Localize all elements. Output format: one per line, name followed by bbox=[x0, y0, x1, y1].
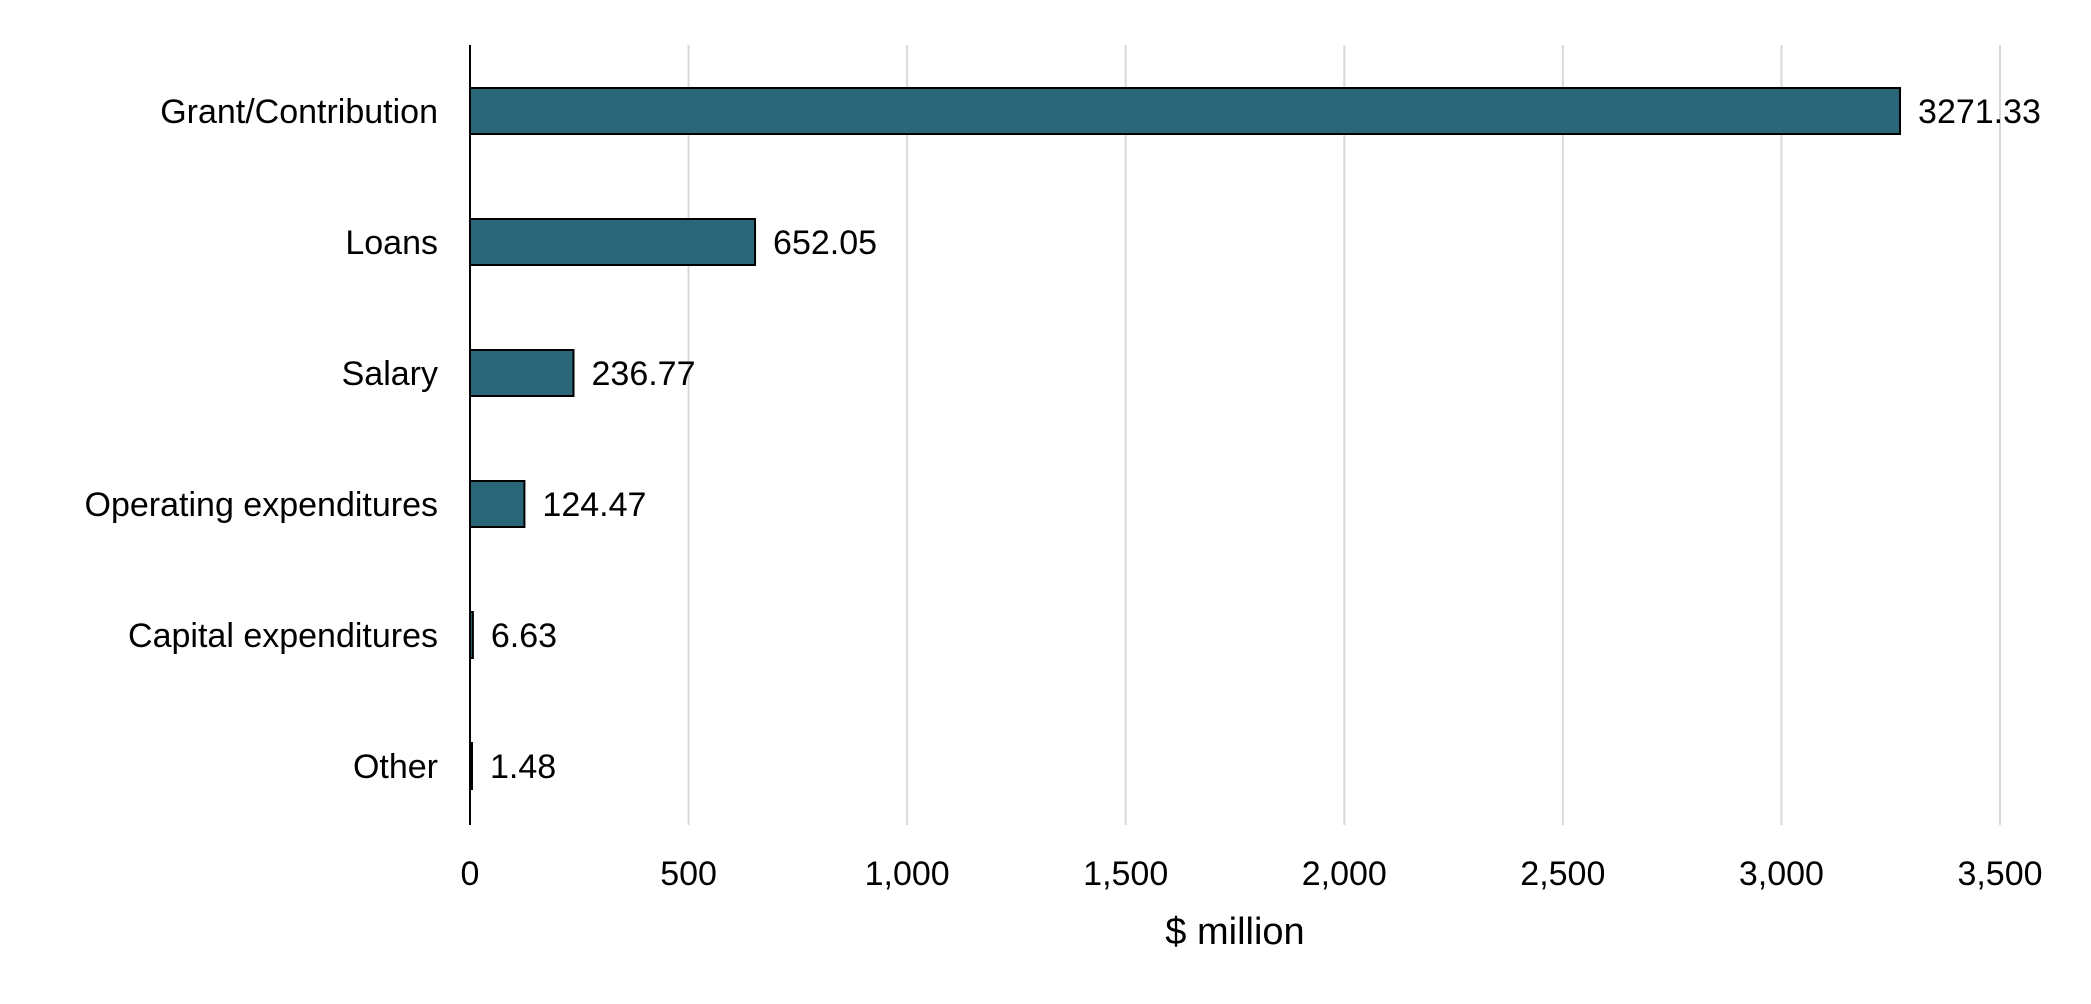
value-label: 6.63 bbox=[491, 617, 557, 655]
x-tick-label: 3,000 bbox=[1739, 855, 1824, 893]
bar bbox=[469, 349, 575, 397]
x-tick-labels: 0 500 1,000 1,500 2,000 2,500 3,000 3,500 bbox=[461, 855, 2043, 893]
category-labels: Grant/Contribution Loans Salary Operating e… bbox=[85, 93, 438, 786]
category-label: Salary bbox=[342, 355, 438, 393]
category-label: Other bbox=[353, 748, 438, 786]
category-label: Grant/Contribution bbox=[160, 93, 438, 131]
x-tick-label: 3,500 bbox=[1957, 855, 2042, 893]
x-tick-label: 2,500 bbox=[1520, 855, 1605, 893]
value-label: 652.05 bbox=[773, 224, 877, 262]
value-label: 124.47 bbox=[542, 486, 646, 524]
x-tick-label: 0 bbox=[461, 855, 480, 893]
value-label: 236.77 bbox=[592, 355, 696, 393]
category-label: Loans bbox=[345, 224, 438, 262]
x-axis-title: $ million bbox=[1165, 911, 1304, 953]
gridlines bbox=[687, 45, 2001, 825]
category-label: Capital expenditures bbox=[128, 617, 438, 655]
value-label: 1.48 bbox=[490, 748, 556, 786]
bar bbox=[469, 87, 1902, 135]
bar bbox=[469, 218, 757, 266]
value-label: 3271.33 bbox=[1918, 93, 2041, 131]
x-tick-label: 1,500 bbox=[1083, 855, 1168, 893]
bar bbox=[469, 480, 526, 528]
x-tick-label: 1,000 bbox=[865, 855, 950, 893]
x-tick-label: 2,000 bbox=[1302, 855, 1387, 893]
x-tick-label: 500 bbox=[660, 855, 717, 893]
category-label: Operating expenditures bbox=[85, 486, 438, 524]
bars bbox=[469, 87, 1902, 790]
value-labels: 3271.33 652.05 236.77 124.47 6.63 1.48 bbox=[490, 93, 2041, 786]
